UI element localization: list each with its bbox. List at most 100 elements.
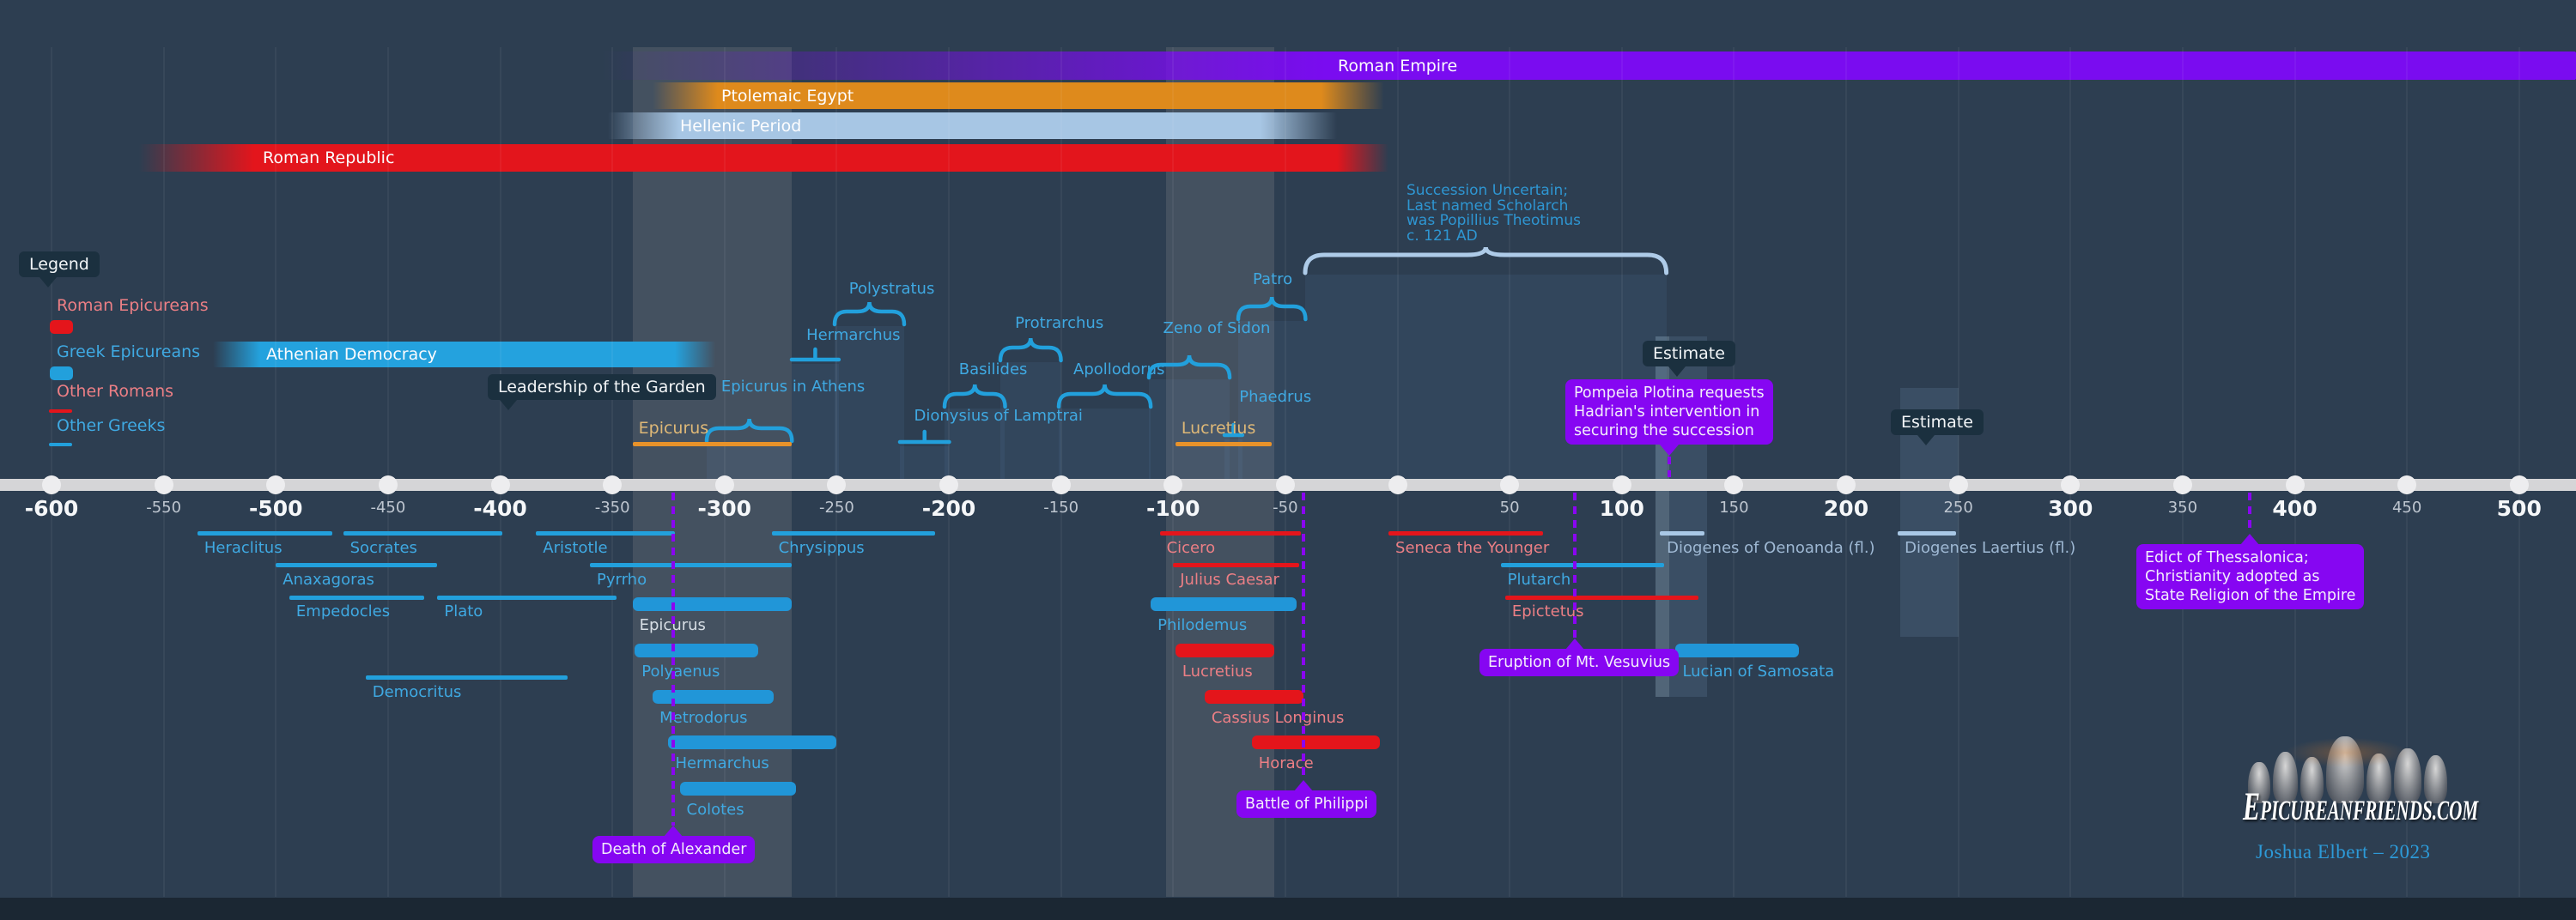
person-label-seneca-the-younger: Seneca the Younger <box>1395 539 1550 557</box>
axis-tick--600 <box>42 475 61 494</box>
person-line-aristotle[interactable] <box>536 531 676 536</box>
axis-label-250: 250 <box>1943 499 1973 517</box>
person-label-diogenes-laertius-fl: Diogenes Laertius (fl.) <box>1905 539 2076 557</box>
gridline-150 <box>1733 47 1735 897</box>
gridline--300 <box>723 47 726 897</box>
gridline--500 <box>275 47 277 897</box>
legend-item-greek-epicureans: Greek Epicureans <box>57 342 201 361</box>
axis-label-400: 400 <box>2272 496 2318 521</box>
scholarch-brace-polystratus[interactable] <box>832 301 906 327</box>
scholarch-label-patro: Patro <box>1253 270 1293 288</box>
scholarch-tick-dionysius-of-lamptrai[interactable] <box>897 429 951 445</box>
person-label-lucretius: Lucretius <box>1182 663 1253 681</box>
person-bar-horace[interactable] <box>1251 735 1380 749</box>
gridline--250 <box>835 47 838 897</box>
succession-note-line-1: Succession Uncertain; <box>1406 182 1569 199</box>
gridline-50 <box>1509 47 1511 897</box>
person-line-chrysippus[interactable] <box>771 531 936 536</box>
person-label-lucian-of-samosata: Lucian of Samosata <box>1682 663 1835 681</box>
axis-label--250: -250 <box>818 499 854 517</box>
legend-pointer <box>39 277 57 288</box>
legend-swatch-other-greeks <box>49 443 72 446</box>
period-roman-empire[interactable]: Roman Empire <box>601 51 2576 80</box>
person-bar-lucretius[interactable] <box>1175 644 1274 657</box>
person-line-empedocles[interactable] <box>289 596 424 600</box>
person-line-socrates[interactable] <box>343 531 503 536</box>
person-line-diogenes-of-oenoanda-fl[interactable] <box>1660 531 1705 536</box>
axis-tick--150 <box>1051 475 1071 494</box>
tenure-label-epicurus: Epicurus <box>638 419 709 438</box>
estimate-callout-1[interactable]: Estimate <box>1643 341 1735 366</box>
axis-label--150: -150 <box>1043 499 1079 517</box>
person-line-heraclitus[interactable] <box>197 531 332 536</box>
axis-label--500: -500 <box>248 496 303 521</box>
gridline--450 <box>386 47 389 897</box>
scholarch-tick-hermarchus[interactable] <box>789 347 841 362</box>
axis-tick-450 <box>2397 475 2417 494</box>
gridline--600 <box>51 47 52 897</box>
axis-tick-400 <box>2285 475 2305 494</box>
event-pompeia-plotina-requests[interactable]: Pompeia Plotina requests Hadrian's interv… <box>1565 379 1773 445</box>
scholarch-brace-apollodorus[interactable] <box>1056 384 1153 409</box>
scholarch-label-protrarchus: Protrarchus <box>1015 314 1104 332</box>
scholarch-brace-basilides[interactable] <box>942 384 1007 409</box>
scholarch-span-patro <box>1238 321 1306 479</box>
event-line-pompeia-plotina-requests <box>1667 457 1671 477</box>
person-label-empedocles: Empedocles <box>295 602 391 620</box>
period-hellenic-period[interactable]: Hellenic Period <box>607 112 1337 139</box>
axis-tick--100 <box>1163 475 1183 494</box>
person-bar-hermarchus[interactable] <box>668 735 837 749</box>
scholarch-brace-zeno-of-sidon[interactable] <box>1146 354 1231 380</box>
legend-title: Legend <box>19 251 100 288</box>
event-edict-of-thessalonica[interactable]: Edict of Thessalonica; Christianity adopt… <box>2136 544 2365 609</box>
legend-swatch-other-romans <box>49 409 72 413</box>
scholarch-label-polystratus: Polystratus <box>848 280 935 298</box>
person-line-diogenes-laertius-fl[interactable] <box>1898 531 1956 536</box>
legend-item-other-greeks: Other Greeks <box>57 416 166 435</box>
person-bar-philodemus[interactable] <box>1151 597 1297 611</box>
person-bar-polyaenus[interactable] <box>635 644 758 657</box>
scholarch-brace-protrarchus[interactable] <box>998 337 1063 363</box>
person-bar-cassius-longinus[interactable] <box>1204 690 1303 704</box>
axis-tick--200 <box>939 475 958 494</box>
succession-note-line-2: Last named Scholarch <box>1406 197 1569 215</box>
tenure-line-lucretius[interactable] <box>1175 442 1273 446</box>
person-line-cicero[interactable] <box>1159 531 1302 536</box>
period-roman-republic[interactable]: Roman Republic <box>138 144 1389 172</box>
gridline--150 <box>1060 47 1062 897</box>
event-battle-of-philippi[interactable]: Battle of Philippi <box>1236 790 1377 818</box>
person-line-pyrrho[interactable] <box>590 563 793 567</box>
leadership-of-the-garden-callout: Leadership of the Garden <box>488 374 716 410</box>
person-line-seneca-the-younger[interactable] <box>1388 531 1544 536</box>
axis-label--300: -300 <box>697 496 752 521</box>
person-line-epictetus[interactable] <box>1504 596 1698 600</box>
person-bar-lucian-of-samosata[interactable] <box>1675 644 1800 657</box>
scholarch-brace-epicurus-in-athens[interactable] <box>704 418 794 444</box>
tenure-line-epicurus[interactable] <box>632 442 793 446</box>
period-athenian-democracy[interactable]: Athenian Democracy <box>213 342 716 367</box>
scholarch-span-hermarchus <box>792 364 839 479</box>
person-bar-colotes[interactable] <box>679 782 797 796</box>
person-line-plutarch[interactable] <box>1500 563 1665 567</box>
person-label-plato: Plato <box>444 602 483 620</box>
person-line-democritus[interactable] <box>365 675 568 680</box>
person-label-cassius-longinus: Cassius Longinus <box>1211 709 1345 727</box>
event-death-of-alexander[interactable]: Death of Alexander <box>592 836 756 863</box>
person-line-anaxagoras[interactable] <box>276 563 438 567</box>
scholarch-label-apollodorus: Apollodorus <box>1073 360 1165 378</box>
event-pointer-pompeia-plotina-requests <box>1659 445 1679 456</box>
scholarch-brace-patro[interactable] <box>1236 296 1308 322</box>
scholarch-tick-phaedrus[interactable] <box>1223 422 1245 438</box>
person-line-julius-caesar[interactable] <box>1173 563 1299 567</box>
person-bar-metrodorus[interactable] <box>653 690 775 704</box>
axis-label-100: 100 <box>1599 496 1644 521</box>
person-line-plato[interactable] <box>437 596 617 600</box>
estimate-callout-2[interactable]: Estimate <box>1891 409 1984 435</box>
axis-tick--550 <box>154 475 173 494</box>
period-ptolemaic-egypt[interactable]: Ptolemaic Egypt <box>653 82 1384 109</box>
event-eruption-of-mt-vesuvius[interactable]: Eruption of Mt. Vesuvius <box>1479 649 1680 676</box>
gridline--200 <box>948 47 950 897</box>
